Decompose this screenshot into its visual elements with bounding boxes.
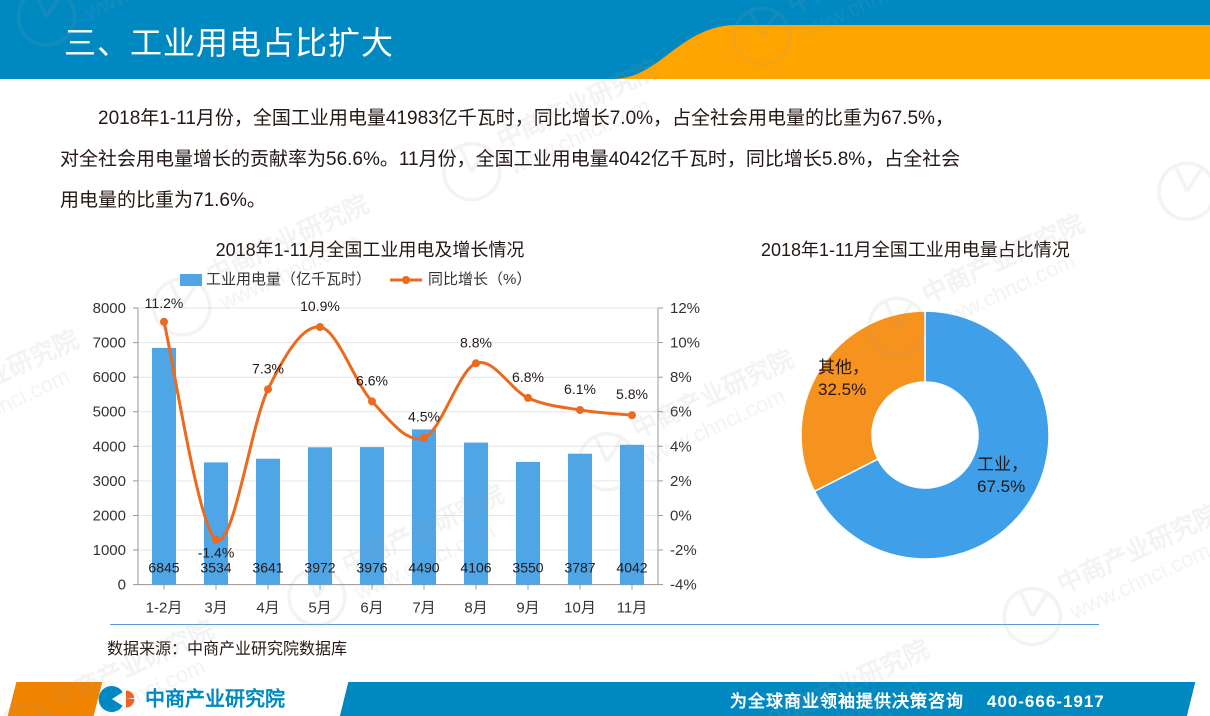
svg-text:10月: 10月 [564, 600, 596, 617]
svg-text:4106: 4106 [460, 560, 491, 576]
svg-text:-2%: -2% [670, 542, 697, 559]
svg-text:2000: 2000 [93, 508, 126, 525]
svg-text:6000: 6000 [93, 369, 126, 386]
svg-text:3787: 3787 [564, 560, 595, 576]
svg-text:0: 0 [118, 577, 126, 594]
svg-text:7.3%: 7.3% [252, 360, 284, 376]
svg-text:5.8%: 5.8% [616, 386, 648, 402]
svg-text:7000: 7000 [93, 335, 126, 352]
svg-text:4%: 4% [670, 438, 692, 455]
svg-text:8.8%: 8.8% [460, 334, 492, 350]
svg-text:6.1%: 6.1% [564, 381, 596, 397]
svg-text:11.2%: 11.2% [145, 295, 184, 311]
svg-text:3534: 3534 [200, 560, 231, 576]
svg-text:32.5%: 32.5% [818, 380, 866, 399]
svg-text:1-2月: 1-2月 [146, 600, 183, 617]
svg-text:其他，: 其他， [818, 358, 869, 377]
svg-text:同比增长（%）: 同比增长（%） [428, 271, 531, 288]
svg-text:8%: 8% [670, 369, 692, 386]
svg-text:3月: 3月 [204, 600, 227, 617]
svg-text:4042: 4042 [616, 560, 647, 576]
svg-text:8月: 8月 [464, 600, 487, 617]
svg-text:工业，: 工业， [977, 455, 1028, 474]
svg-text:6%: 6% [670, 404, 692, 421]
svg-text:-4%: -4% [670, 577, 697, 594]
svg-text:3641: 3641 [252, 560, 283, 576]
svg-text:10%: 10% [670, 335, 700, 352]
svg-text:3000: 3000 [93, 473, 126, 490]
svg-text:4000: 4000 [93, 438, 126, 455]
svg-text:8000: 8000 [93, 300, 126, 317]
svg-text:3976: 3976 [356, 560, 387, 576]
svg-text:3972: 3972 [304, 560, 335, 576]
svg-text:-1.4%: -1.4% [198, 545, 235, 561]
svg-text:1000: 1000 [93, 542, 126, 559]
svg-text:4月: 4月 [256, 600, 279, 617]
svg-text:11月: 11月 [617, 600, 648, 617]
svg-text:4490: 4490 [408, 560, 439, 576]
svg-text:5月: 5月 [308, 600, 331, 617]
svg-text:工业用电量（亿千瓦时）: 工业用电量（亿千瓦时） [206, 271, 371, 288]
svg-text:4.5%: 4.5% [408, 409, 440, 425]
svg-text:67.5%: 67.5% [977, 477, 1025, 496]
svg-text:12%: 12% [670, 300, 700, 317]
svg-text:0%: 0% [670, 508, 692, 525]
svg-text:9月: 9月 [516, 600, 539, 617]
svg-text:6.8%: 6.8% [512, 369, 544, 385]
svg-text:6.6%: 6.6% [356, 372, 388, 388]
svg-text:6月: 6月 [360, 600, 383, 617]
svg-text:5000: 5000 [93, 404, 126, 421]
svg-text:中商产业研究院: 中商产业研究院 [145, 687, 285, 711]
svg-text:10.9%: 10.9% [300, 298, 340, 314]
svg-text:7月: 7月 [412, 600, 435, 617]
svg-text:3550: 3550 [512, 560, 543, 576]
svg-text:6845: 6845 [148, 560, 179, 576]
svg-text:2%: 2% [670, 473, 692, 490]
